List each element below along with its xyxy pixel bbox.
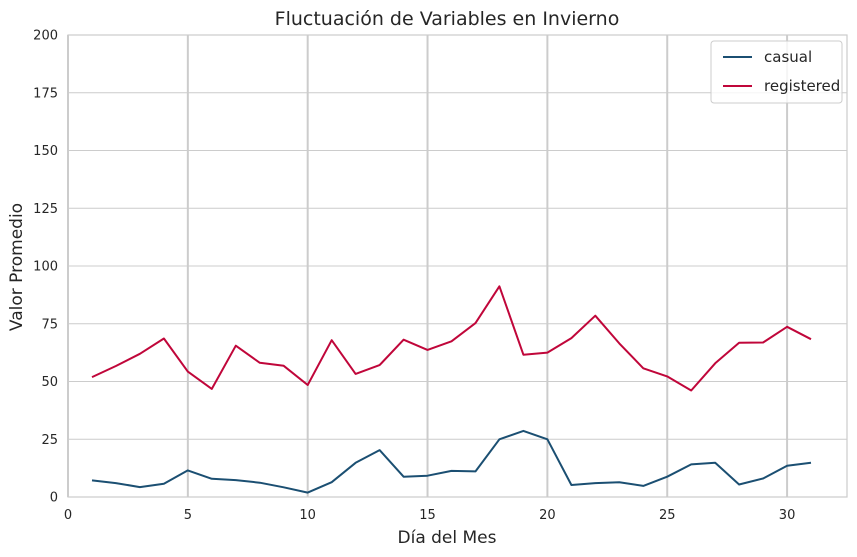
legend-label-registered: registered — [764, 77, 840, 95]
y-tick-label: 50 — [41, 375, 58, 390]
y-tick-label: 150 — [33, 144, 58, 159]
tick-labels: 0 25 50 75 100 125 150 175 200 0 5 10 15 20 25 30 — [33, 29, 795, 524]
x-tick-label: 0 — [64, 508, 72, 523]
y-tick-label: 75 — [41, 317, 58, 332]
y-axis-label: Valor Promedio — [7, 203, 27, 331]
y-tick-label: 125 — [33, 202, 58, 217]
x-tick-label: 10 — [299, 508, 316, 523]
x-tick-label: 20 — [539, 508, 556, 523]
plot-frame — [67, 34, 848, 498]
y-tick-label: 175 — [33, 86, 58, 101]
series-line-registered — [91, 285, 812, 392]
y-tick-label: 25 — [41, 433, 58, 448]
x-axis-label: Día del Mes — [398, 528, 497, 548]
x-tick-label: 5 — [184, 508, 192, 523]
legend: casual registered — [710, 40, 843, 104]
series-layer — [91, 285, 812, 494]
y-tick-label: 200 — [33, 29, 58, 44]
x-tick-label: 15 — [419, 508, 436, 523]
chart-title: Fluctuación de Variables en Invierno — [275, 8, 620, 30]
x-tick-label: 25 — [659, 508, 676, 523]
y-tick-label: 0 — [50, 491, 58, 506]
series-line-casual — [91, 429, 812, 494]
y-tick-label: 100 — [33, 260, 58, 275]
x-tick-label: 30 — [779, 508, 796, 523]
legend-label-casual: casual — [764, 48, 812, 66]
